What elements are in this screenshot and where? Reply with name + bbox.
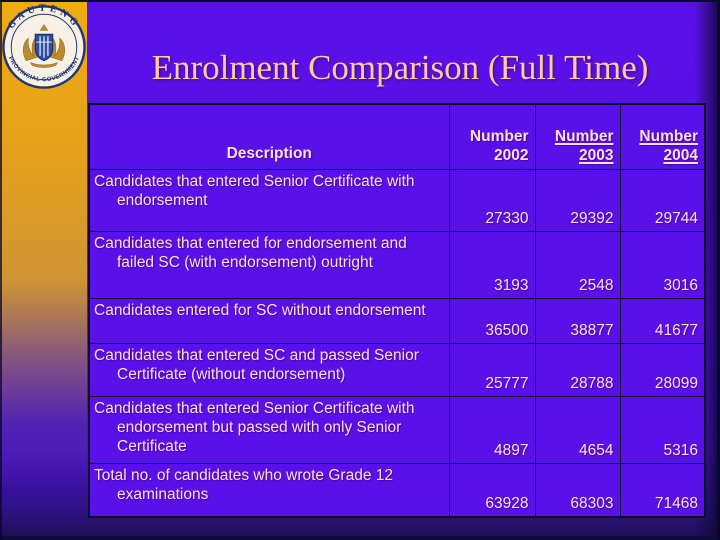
value-cell-2004: 29744 xyxy=(619,168,706,232)
logo-coat-of-arms xyxy=(23,24,65,68)
value-cell-2002: 4897 xyxy=(448,395,536,464)
table-row: Candidates entered for SC without endors… xyxy=(88,297,706,344)
description-cell: Candidates that entered Senior Certifica… xyxy=(88,168,450,232)
value-cell-2003: 28788 xyxy=(534,342,621,397)
value-cell-2003: 2548 xyxy=(534,230,621,299)
table-header-row: Description Number 2002 Number 2003 Numb… xyxy=(88,103,706,170)
value-cell-2004: 41677 xyxy=(619,297,706,344)
table-row: Total no. of candidates who wrote Grade … xyxy=(88,462,706,518)
table-row: Candidates that entered Senior Certifica… xyxy=(88,395,706,464)
value-cell-2003: 29392 xyxy=(534,168,621,232)
column-header-description: Description xyxy=(88,103,450,170)
value-cell-2002: 3193 xyxy=(448,230,536,299)
value-cell-2002: 27330 xyxy=(448,168,536,232)
value-cell-2003: 38877 xyxy=(534,297,621,344)
description-cell: Total no. of candidates who wrote Grade … xyxy=(88,462,450,518)
value-cell-2004: 3016 xyxy=(619,230,706,299)
table-row: Candidates that entered SC and passed Se… xyxy=(88,342,706,397)
description-cell: Candidates that entered Senior Certifica… xyxy=(88,395,450,464)
column-header-number-2002: Number 2002 xyxy=(448,103,536,170)
value-cell-2004: 5316 xyxy=(619,395,706,464)
description-cell: Candidates entered for SC without endors… xyxy=(88,297,450,344)
slide-frame-top xyxy=(0,0,720,2)
value-cell-2002: 63928 xyxy=(448,462,536,518)
table-row: Candidates that entered for endorsement … xyxy=(88,230,706,299)
gauteng-provincial-government-logo: GAUTENG PROVINCIAL GOVERNMENT xyxy=(2,3,86,89)
value-cell-2003: 4654 xyxy=(534,395,621,464)
value-cell-2004: 71468 xyxy=(619,462,706,518)
enrolment-comparison-table: Description Number 2002 Number 2003 Numb… xyxy=(88,103,706,518)
slide-frame-bottom xyxy=(0,536,720,540)
slide-title: Enrolment Comparison (Full Time) xyxy=(151,48,649,87)
table-row: Candidates that entered Senior Certifica… xyxy=(88,168,706,232)
description-cell: Candidates that entered for endorsement … xyxy=(88,230,450,299)
slide-frame-left xyxy=(0,0,2,540)
column-header-number-2003: Number 2003 xyxy=(534,103,621,170)
value-cell-2002: 36500 xyxy=(448,297,536,344)
value-cell-2003: 68303 xyxy=(534,462,621,518)
gold-sidebar xyxy=(0,0,87,540)
value-cell-2004: 28099 xyxy=(619,342,706,397)
column-header-number-2004: Number 2004 xyxy=(619,103,706,170)
value-cell-2002: 25777 xyxy=(448,342,536,397)
slide-frame-right xyxy=(717,0,720,540)
description-cell: Candidates that entered SC and passed Se… xyxy=(88,342,450,397)
